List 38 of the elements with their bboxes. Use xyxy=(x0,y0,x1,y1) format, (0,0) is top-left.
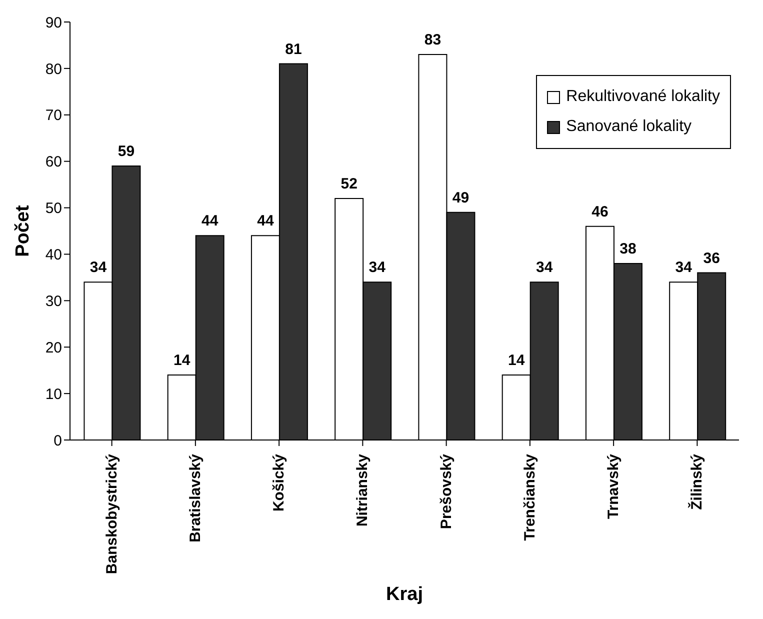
y-tick-label: 90 xyxy=(45,14,62,32)
legend-label: Rekultivované lokality xyxy=(566,87,720,107)
y-tick-label: 40 xyxy=(45,246,62,264)
x-tick-label: Košický xyxy=(270,453,288,512)
data-label: 52 xyxy=(340,175,358,192)
x-tick-label: Banskobystrický xyxy=(103,453,120,574)
data-label: 36 xyxy=(703,250,720,267)
data-label: 34 xyxy=(368,259,386,276)
x-axis-title: Kraj xyxy=(386,584,423,605)
x-tick-label: Trnavský xyxy=(605,453,622,520)
y-tick-label: 70 xyxy=(45,107,62,124)
x-tick-label: Žilinský xyxy=(688,453,706,510)
x-tick-label: Bratislavský xyxy=(186,453,204,542)
data-label: 83 xyxy=(424,32,442,49)
data-label: 38 xyxy=(620,240,636,258)
y-tick-label: 0 xyxy=(54,432,62,450)
y-axis-title: Počet xyxy=(12,204,34,257)
x-tick-label: Prešovský xyxy=(438,453,455,530)
data-label: 34 xyxy=(675,259,693,276)
y-tick-label: 60 xyxy=(45,154,62,171)
data-label: 34 xyxy=(90,259,108,276)
data-label: 44 xyxy=(257,212,274,230)
data-label: 14 xyxy=(508,352,526,369)
data-label: 59 xyxy=(118,142,135,160)
data-label: 46 xyxy=(592,203,608,220)
y-tick-label: 50 xyxy=(45,200,62,218)
data-label: 81 xyxy=(285,40,302,58)
y-tick-label: 80 xyxy=(45,60,62,78)
data-label: 34 xyxy=(536,259,554,276)
data-label: 44 xyxy=(201,212,219,230)
data-label: 14 xyxy=(173,352,191,369)
x-tick-label: Nitriansky xyxy=(354,453,372,527)
x-tick-label: Trenčiansky xyxy=(521,453,538,541)
y-tick-label: 20 xyxy=(45,339,62,356)
data-label: 49 xyxy=(452,189,470,206)
y-tick-label: 10 xyxy=(45,386,62,403)
y-tick-label: 30 xyxy=(45,292,62,310)
legend-label: Sanované lokality xyxy=(566,117,692,137)
